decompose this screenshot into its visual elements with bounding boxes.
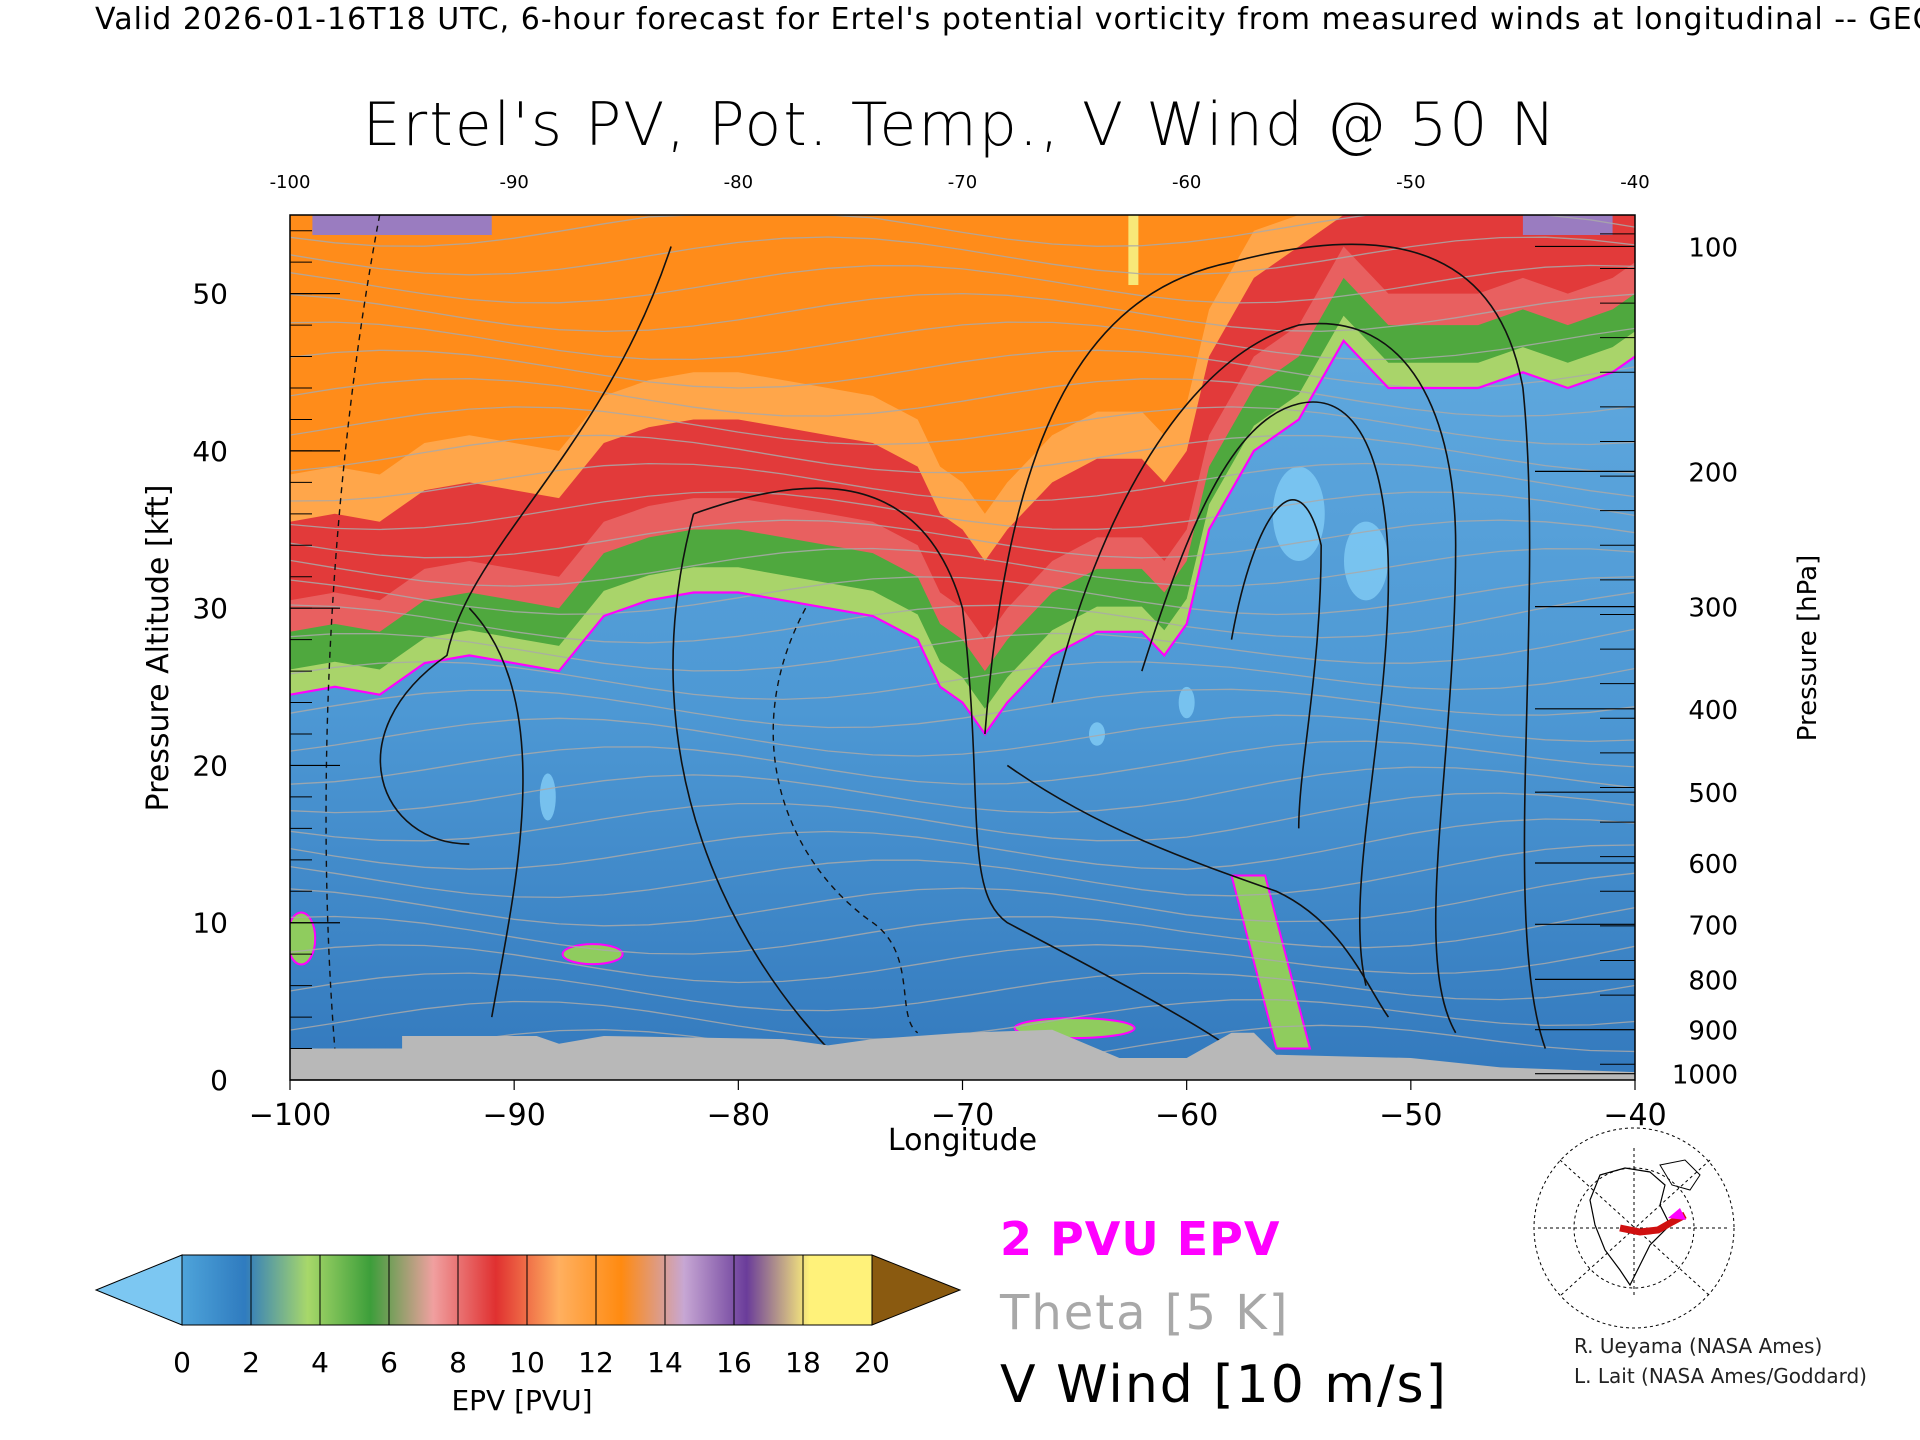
- vwind-contour: [1230, 499, 1322, 829]
- x-tick-label: −40: [1603, 1098, 1666, 1133]
- y-axis-label: Pressure Altitude [kft]: [141, 485, 176, 812]
- x-tick-label: −90: [483, 1098, 546, 1133]
- pressure-tick-label: 1000: [1672, 1061, 1738, 1091]
- pressure-tick-label: 600: [1688, 850, 1738, 880]
- colorbar-tick-label: 16: [716, 1346, 752, 1379]
- x-tick-label: −100: [249, 1098, 331, 1133]
- y-tick-label: 50: [192, 278, 228, 311]
- y-tick-label: 20: [192, 749, 228, 782]
- location-inset-map: [1533, 1127, 1735, 1329]
- colorbar-segment: [809, 1255, 873, 1325]
- colorbar-under-arrow: [94, 1254, 183, 1326]
- terrain: [290, 1029, 1635, 1080]
- colorbar-label: EPV [PVU]: [451, 1384, 592, 1417]
- colorbar-segment: [182, 1255, 246, 1325]
- y-tick-label: 0: [210, 1064, 228, 1097]
- top-tick-label: -80: [724, 172, 753, 193]
- vwind-contour: [984, 243, 1547, 1049]
- colorbar-tick-label: 10: [509, 1346, 545, 1379]
- x-tick-label: −80: [707, 1098, 770, 1133]
- credit-line-2: L. Lait (NASA Ames/Goddard): [1574, 1364, 1867, 1388]
- colorbar-segment: [558, 1255, 622, 1325]
- top-tick-label: -40: [1620, 172, 1649, 193]
- colorbar-tick-label: 6: [380, 1346, 398, 1379]
- pressure-tick-label: 400: [1688, 696, 1738, 726]
- colorbar-tick-label: 2: [242, 1346, 260, 1379]
- colorbar-tick-label: 8: [449, 1346, 467, 1379]
- colorbar-segment: [370, 1255, 434, 1325]
- cross-section-line: [1619, 1211, 1687, 1236]
- colorbar-segment: [746, 1255, 810, 1325]
- top-tick-label: -90: [499, 172, 528, 193]
- x-tick-label: −70: [931, 1098, 994, 1133]
- y-tick-label: 40: [192, 435, 228, 468]
- vwind-contour: [379, 246, 672, 845]
- colorbar-segment: [244, 1255, 308, 1325]
- colorbar-segment: [621, 1255, 685, 1325]
- colorbar-over-arrow: [871, 1254, 962, 1326]
- pressure-tick-label: 500: [1688, 779, 1738, 809]
- colorbar-tick-label: 18: [785, 1346, 821, 1379]
- legend-epv: 2 PVU EPV: [1000, 1212, 1281, 1266]
- vwind-contour: [1006, 764, 1390, 1018]
- vwind-contour: [468, 607, 524, 1018]
- colorbar-segment: [307, 1255, 371, 1325]
- colorbar-tick-label: 20: [854, 1346, 890, 1379]
- top-tick-label: -100: [270, 172, 311, 193]
- vwind-contour: [1141, 401, 1390, 986]
- y2-axis-label: Pressure [hPa]: [1793, 555, 1823, 742]
- chart-title: Ertel's PV, Pot. Temp., V Wind @ 50 N: [362, 90, 1558, 160]
- pressure-tick-label: 100: [1688, 233, 1738, 263]
- pressure-tick-label: 700: [1688, 911, 1738, 941]
- colorbar-tick-label: 4: [311, 1346, 329, 1379]
- pressure-tick-label: 800: [1688, 966, 1738, 996]
- colorbar-tick-label: 14: [647, 1346, 683, 1379]
- credit-line-1: R. Ueyama (NASA Ames): [1574, 1334, 1823, 1358]
- contour-2pvu: [290, 338, 1635, 736]
- legend-theta: Theta [5 K]: [1000, 1285, 1290, 1341]
- x-axis-label: Longitude: [888, 1123, 1037, 1158]
- top-tick-label: -70: [948, 172, 977, 193]
- top-tick-label: -50: [1396, 172, 1425, 193]
- top-tick-label: -60: [1172, 172, 1201, 193]
- colorbar: 0 2 4 6 8 10 12 14 16 18 20 EPV [PVU]: [94, 1254, 962, 1417]
- pressure-tick-label: 300: [1688, 594, 1738, 624]
- colorbar-tick-label: 0: [173, 1346, 191, 1379]
- x-tick-label: −60: [1155, 1098, 1218, 1133]
- vwind-contour: [693, 487, 1232, 1050]
- y-tick-label: 30: [192, 592, 228, 625]
- colorbar-segment: [432, 1255, 497, 1325]
- pressure-tick-label: 200: [1688, 458, 1738, 488]
- y-tick-label: 10: [192, 907, 228, 940]
- colorbar-tick-label: 12: [578, 1346, 614, 1379]
- epv-shading: [290, 215, 1635, 1080]
- header-valid-time: Valid 2026-01-16T18 UTC, 6-hour forecast…: [95, 2, 1920, 37]
- vwind-contour-negative: [772, 607, 919, 1034]
- colorbar-segment: [683, 1255, 748, 1325]
- axes: 0 10 20 30 40 50 −100 -100 −90 -90 −80 -80 −70 -70 −60…: [141, 172, 1823, 1158]
- legend-vwind: V Wind [10 m/s]: [1000, 1355, 1448, 1415]
- x-tick-label: −50: [1379, 1098, 1442, 1133]
- pressure-tick-label: 900: [1688, 1017, 1738, 1047]
- vwind-contour: [1051, 322, 1457, 1034]
- vwind-contour: [672, 513, 829, 1050]
